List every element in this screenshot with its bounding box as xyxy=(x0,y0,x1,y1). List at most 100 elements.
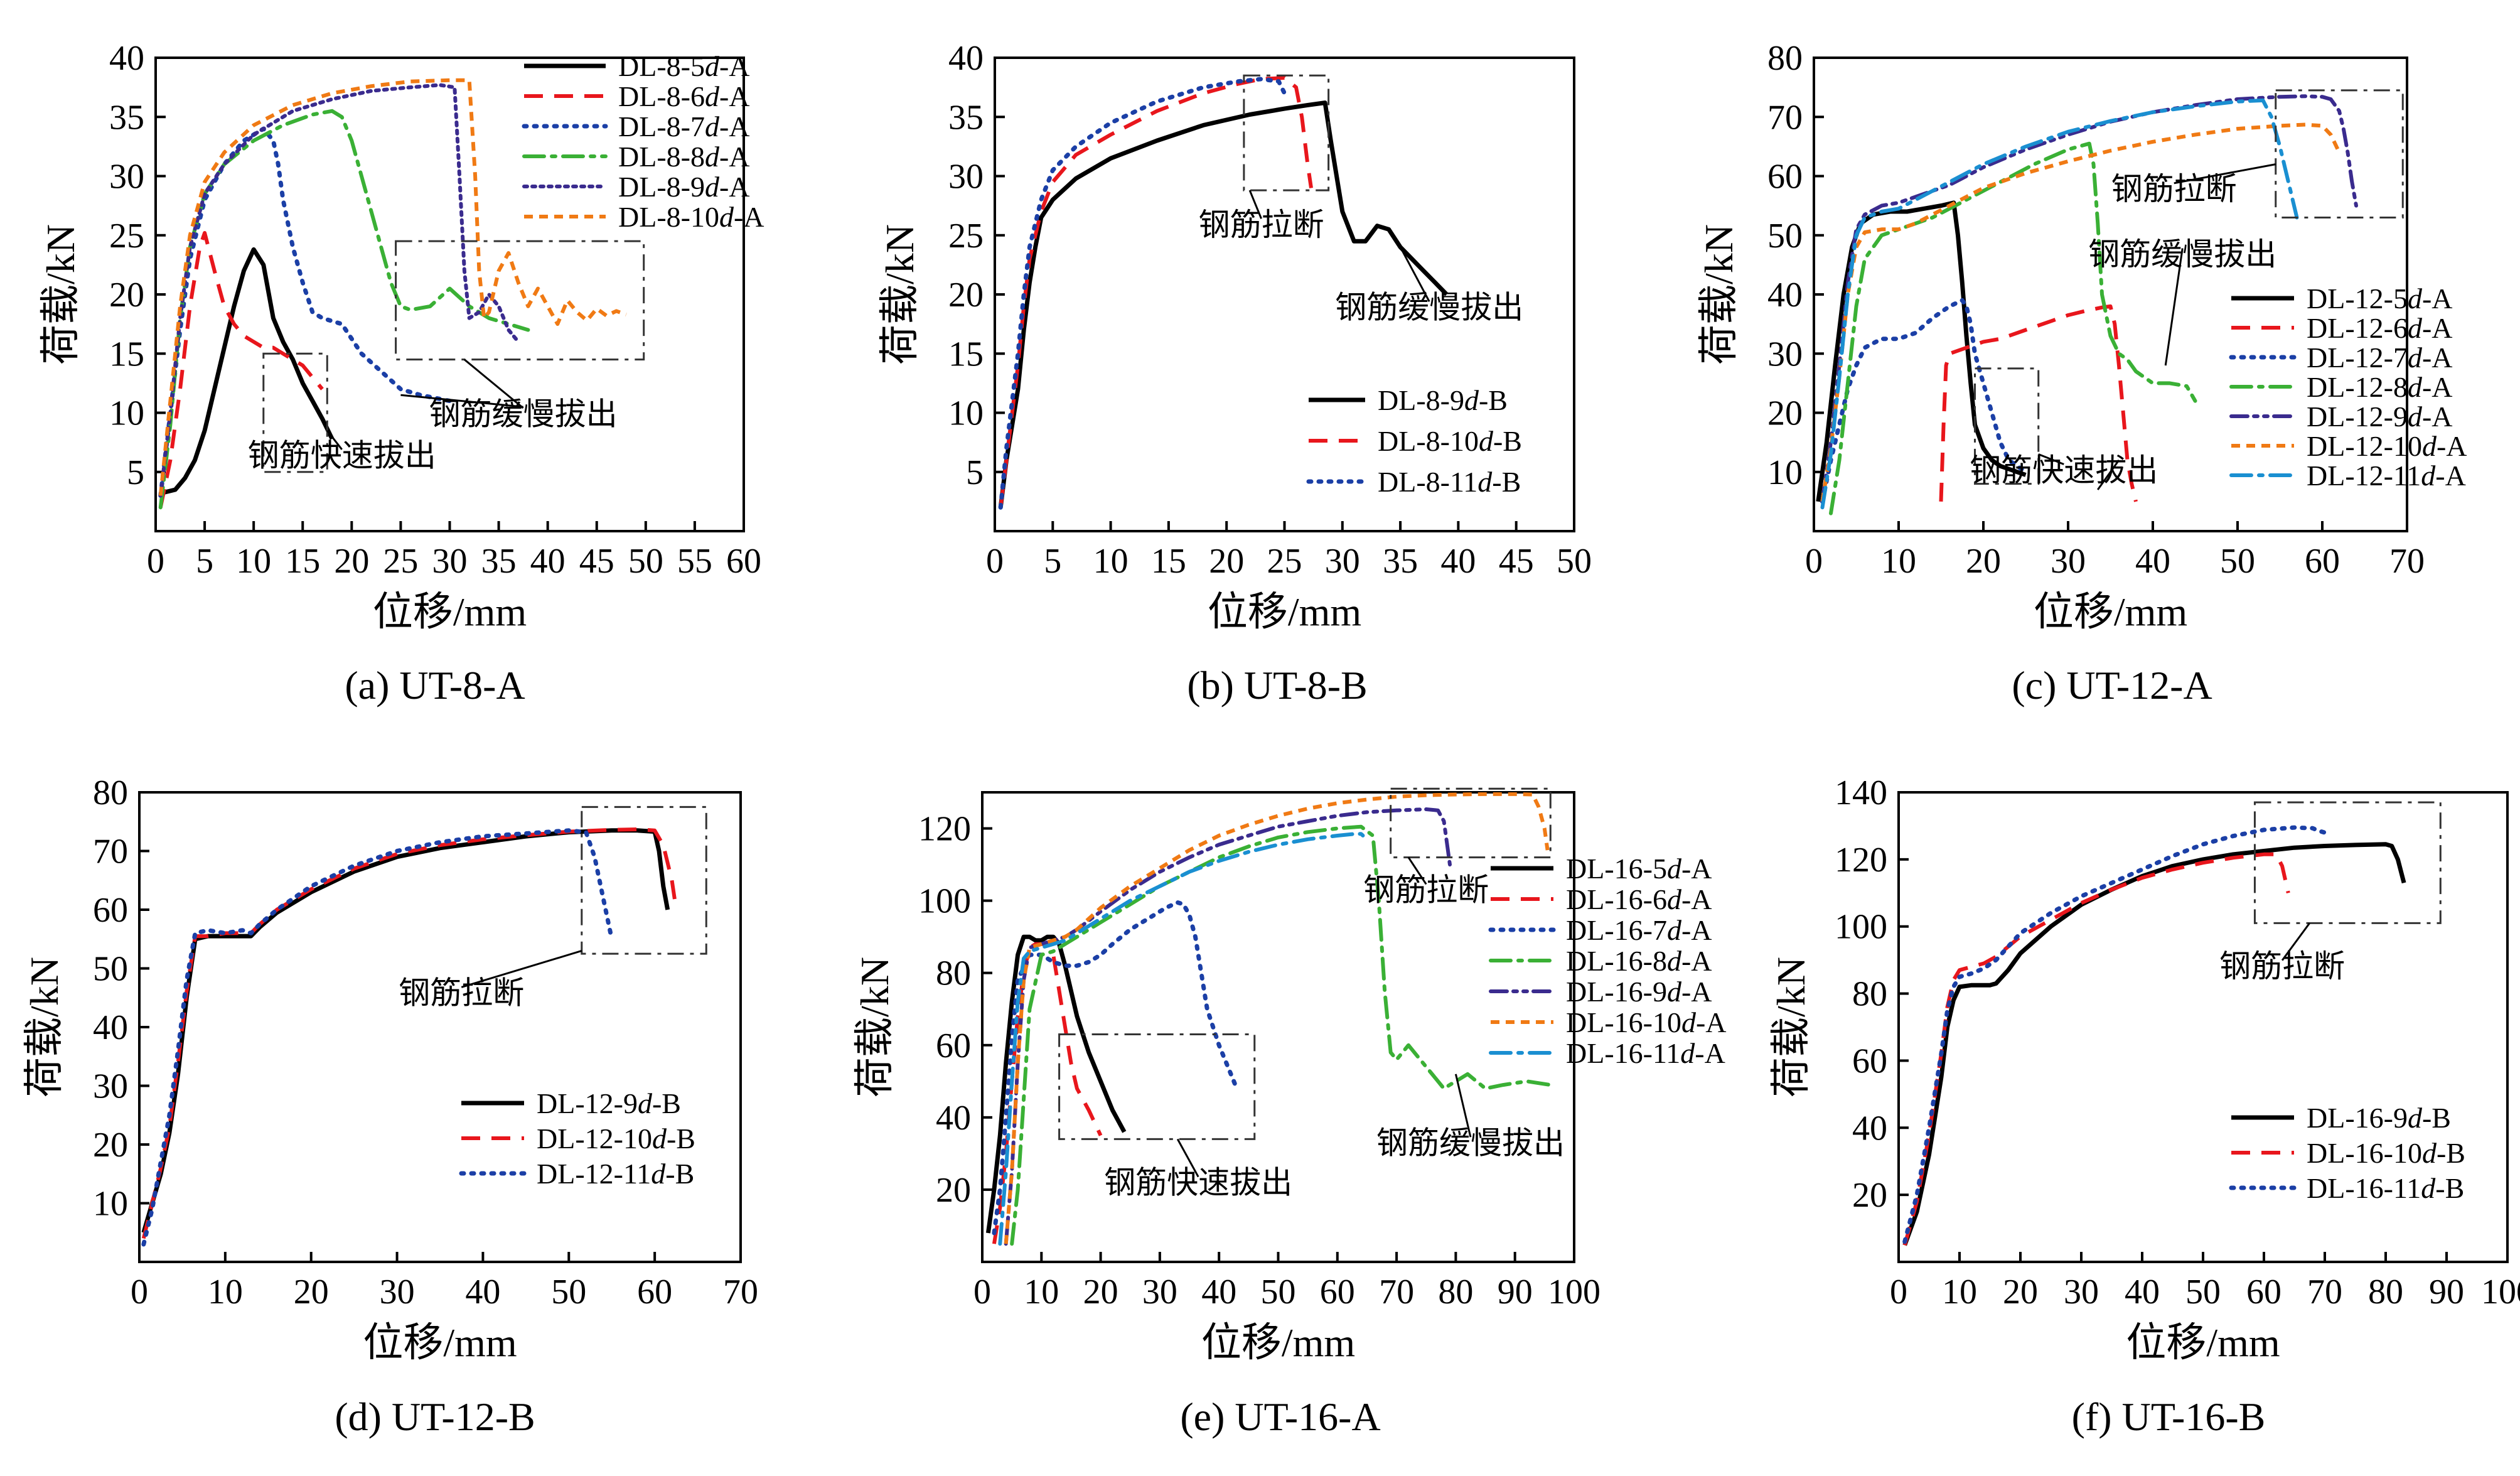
legend-entry-label: DL-8-10d-B xyxy=(1378,425,1522,457)
y-tick-label: 100 xyxy=(918,882,971,921)
y-tick-label: 20 xyxy=(936,1171,971,1210)
x-tick-label: 30 xyxy=(1142,1273,1177,1312)
x-tick-label: 10 xyxy=(1942,1273,1977,1312)
x-tick-label: 20 xyxy=(1209,542,1244,581)
series-line-dl-16-7d-a xyxy=(992,900,1239,1236)
x-tick-label: 70 xyxy=(723,1273,758,1312)
x-tick-label: 45 xyxy=(1499,542,1534,581)
legend-entry-label: DL-16-11d-A xyxy=(1566,1037,1725,1069)
panel-d: (d) UT-12-B 0 10 20 30 40 50 60 70 10 20 30 40 50 60 7… xyxy=(22,773,758,1439)
x-tick-label: 40 xyxy=(1440,542,1476,581)
callout-leader xyxy=(2097,460,2120,490)
y-tick-label: 25 xyxy=(109,217,144,256)
x-tick-label: 60 xyxy=(726,542,761,581)
x-tick-label: 0 xyxy=(131,1273,148,1312)
legend-entry-label: DL-8-8d-A xyxy=(618,141,750,173)
callout-leader xyxy=(2174,163,2276,185)
y-tick-label: 5 xyxy=(966,453,984,492)
legend-entry-label: DL-12-5d-A xyxy=(2307,283,2453,315)
x-axis-label: 位移/mm xyxy=(363,1320,517,1365)
y-tick-label: 140 xyxy=(1835,773,1887,812)
legend: DL-8-5d-ADL-8-6d-ADL-8-7d-ADL-8-8d-ADL-8… xyxy=(522,50,764,233)
y-tick-label: 10 xyxy=(109,394,144,433)
y-tick-label: 80 xyxy=(1852,975,1887,1014)
y-tick-label: 80 xyxy=(1767,39,1803,78)
legend-entry-label: DL-12-9d-A xyxy=(2307,401,2453,433)
callout-leader xyxy=(326,429,343,450)
legend-entry-label: DL-16-9d-B xyxy=(2307,1102,2451,1134)
legend: DL-16-9d-BDL-16-10d-BDL-16-11d-B xyxy=(2229,1102,2465,1204)
y-tick-label: 30 xyxy=(109,158,144,197)
y-tick-label: 20 xyxy=(93,1126,128,1165)
callout-leader xyxy=(2164,248,2184,366)
x-tick-label: 30 xyxy=(432,542,468,581)
y-axis-label: 荷载/kN xyxy=(877,224,922,365)
callout-leader xyxy=(400,394,523,408)
callout-box xyxy=(2275,89,2404,218)
x-tick-label: 55 xyxy=(677,542,712,581)
y-axis-label: 荷载/kN xyxy=(38,224,83,365)
legend-entry-label: DL-12-6d-A xyxy=(2307,312,2453,344)
y-tick-label: 60 xyxy=(93,891,128,930)
x-tick-label: 40 xyxy=(2135,542,2170,581)
legend-entry-label: DL-16-6d-A xyxy=(1566,883,1712,915)
x-tick-label: 70 xyxy=(2307,1273,2342,1312)
y-tick-label: 30 xyxy=(948,158,984,197)
y-tick-label: 40 xyxy=(1767,276,1803,315)
x-axis-label: 位移/mm xyxy=(2126,1320,2280,1365)
x-tick-label: 50 xyxy=(1261,1273,1296,1312)
callout-label: 钢筋快速拔出 xyxy=(248,438,436,473)
y-tick-label: 60 xyxy=(936,1026,971,1065)
series-line-dl-8-10d-b xyxy=(999,76,1313,508)
series-line-dl-16-11d-a xyxy=(998,832,1369,1246)
x-tick-label: 0 xyxy=(1890,1273,1907,1312)
panel-e: (e) UT-16-A 0 10 20 30 40 50 60 70 80 90 100 20 40 60… xyxy=(852,787,1727,1439)
callout-leader xyxy=(2281,922,2310,961)
y-tick-label: 35 xyxy=(948,98,984,137)
legend-entry-label: DL-16-10d-B xyxy=(2307,1137,2465,1169)
callout-box xyxy=(1974,367,2040,485)
x-tick-label: 25 xyxy=(1267,542,1302,581)
series-line-dl-8-6d-a xyxy=(158,231,324,508)
x-tick-label: 50 xyxy=(2220,542,2255,581)
x-tick-label: 30 xyxy=(2051,542,2086,581)
series-line-dl-8-10d-a xyxy=(158,78,627,496)
x-tick-label: 70 xyxy=(2389,542,2425,581)
x-tick-label: 10 xyxy=(1881,542,1916,581)
callout-label: 钢筋缓慢拔出 xyxy=(1335,290,1523,325)
callout-leader xyxy=(1176,1138,1199,1178)
legend: DL-16-5d-ADL-16-6d-ADL-16-7d-ADL-16-8d-A… xyxy=(1488,853,1727,1069)
callout-label: 钢筋快速拔出 xyxy=(1104,1165,1292,1200)
series-line-dl-16-10d-a xyxy=(1004,792,1550,1244)
legend-entry-label: DL-16-8d-A xyxy=(1566,945,1712,977)
y-tick-label: 40 xyxy=(93,1008,128,1047)
x-tick-label: 15 xyxy=(285,542,320,581)
y-tick-label: 20 xyxy=(948,276,984,315)
callout-leader xyxy=(1399,246,1430,303)
series-line-dl-8-9d-b xyxy=(998,100,1449,508)
x-tick-label: 20 xyxy=(2003,1273,2038,1312)
x-tick-label: 80 xyxy=(2368,1273,2403,1312)
callout-leader xyxy=(1248,190,1262,219)
series-group xyxy=(998,76,1449,510)
series-line-dl-16-9d-b xyxy=(1902,842,2406,1246)
callout-box xyxy=(395,240,645,361)
x-axis-label: 位移/mm xyxy=(1201,1320,1355,1365)
x-tick-label: 35 xyxy=(481,542,517,581)
callout-box xyxy=(1058,1033,1256,1140)
y-axis-label: 荷载/kN xyxy=(22,957,67,1097)
legend-entry-label: DL-16-5d-A xyxy=(1566,853,1712,885)
series-line-dl-12-8d-a xyxy=(1829,141,2197,515)
y-tick-label: 50 xyxy=(93,950,128,989)
legend-entry-label: DL-16-7d-A xyxy=(1566,914,1712,946)
y-tick-label: 120 xyxy=(918,810,971,849)
x-tick-label: 50 xyxy=(2185,1273,2221,1312)
callout-box xyxy=(1243,74,1330,191)
y-tick-label: 5 xyxy=(127,453,144,492)
series-line-dl-8-5d-a xyxy=(159,247,335,496)
x-tick-label: 60 xyxy=(637,1273,672,1312)
legend-entry-label: DL-8-9d-A xyxy=(618,171,750,203)
x-tick-label: 50 xyxy=(628,542,663,581)
callout-leader xyxy=(1454,1074,1472,1138)
